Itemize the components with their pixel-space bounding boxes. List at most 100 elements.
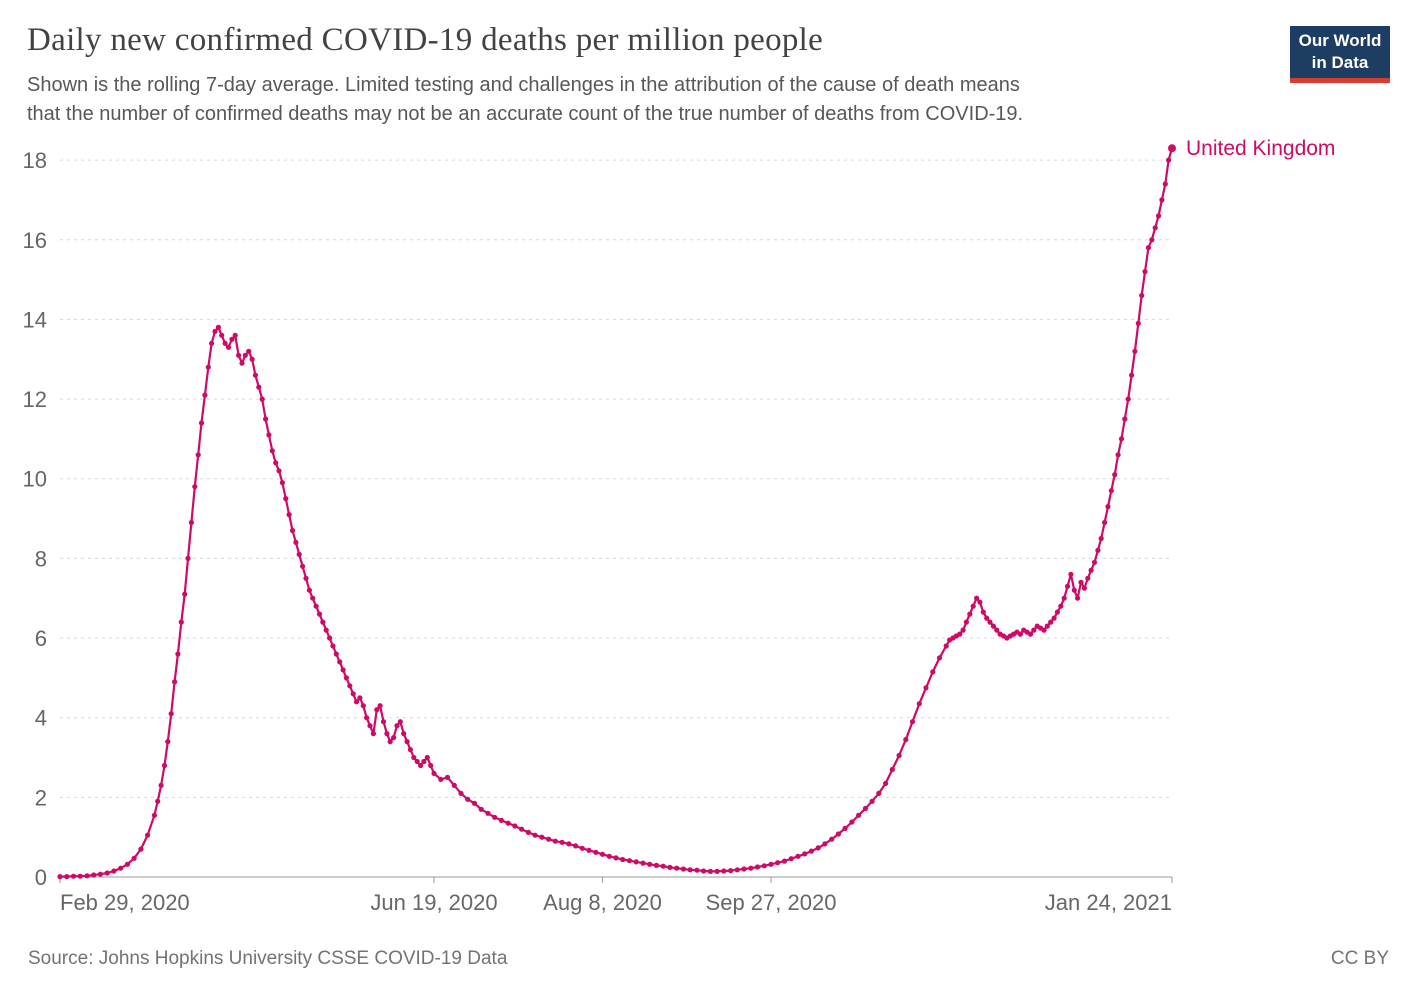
data-point[interactable] <box>573 843 579 849</box>
series-line-united-kingdom[interactable] <box>60 147 1174 878</box>
data-point[interactable] <box>327 635 333 641</box>
data-point[interactable] <box>353 699 360 705</box>
data-point[interactable] <box>960 627 966 633</box>
data-point[interactable] <box>1159 197 1165 203</box>
data-point[interactable] <box>485 810 491 816</box>
data-point[interactable] <box>687 867 693 873</box>
data-point[interactable] <box>606 853 612 859</box>
data-point[interactable] <box>1061 595 1067 601</box>
data-point[interactable] <box>303 575 309 581</box>
data-point[interactable] <box>357 695 363 701</box>
data-point[interactable] <box>205 364 211 370</box>
data-point[interactable] <box>424 754 430 761</box>
data-point[interactable] <box>781 858 788 864</box>
data-point[interactable] <box>896 752 902 759</box>
data-point[interactable] <box>1135 320 1141 326</box>
data-point[interactable] <box>168 711 174 717</box>
data-point[interactable] <box>977 599 983 605</box>
data-point[interactable] <box>1095 547 1101 553</box>
data-point[interactable] <box>97 871 103 877</box>
data-point[interactable] <box>802 851 808 857</box>
data-point[interactable] <box>316 611 323 617</box>
data-point[interactable] <box>674 865 680 871</box>
data-point[interactable] <box>337 659 343 665</box>
data-point[interactable] <box>198 420 205 426</box>
data-point[interactable] <box>862 805 869 812</box>
data-point[interactable] <box>963 619 970 625</box>
data-point[interactable] <box>252 372 258 378</box>
data-point[interactable] <box>1149 237 1155 243</box>
data-point[interactable] <box>367 723 373 729</box>
data-point[interactable] <box>1017 631 1024 637</box>
data-point[interactable] <box>1168 144 1176 153</box>
data-point[interactable] <box>620 856 626 863</box>
data-point[interactable] <box>380 719 387 725</box>
data-point[interactable] <box>1085 575 1091 581</box>
data-point[interactable] <box>172 679 178 685</box>
data-point[interactable] <box>512 823 518 829</box>
data-point[interactable] <box>465 796 471 802</box>
data-point[interactable] <box>397 719 403 725</box>
data-point[interactable] <box>350 691 356 697</box>
data-point[interactable] <box>394 723 400 729</box>
data-point[interactable] <box>222 340 228 346</box>
data-point[interactable] <box>1071 587 1077 593</box>
data-point[interactable] <box>990 623 997 629</box>
data-point[interactable] <box>414 758 420 765</box>
data-point[interactable] <box>849 819 855 825</box>
data-point[interactable] <box>640 860 646 866</box>
data-point[interactable] <box>478 806 484 812</box>
data-point[interactable] <box>795 853 801 859</box>
data-point[interactable] <box>347 683 353 689</box>
data-point[interactable] <box>269 448 275 454</box>
data-point[interactable] <box>680 866 687 872</box>
data-point[interactable] <box>232 332 238 338</box>
data-point[interactable] <box>1068 571 1074 577</box>
data-point[interactable] <box>1058 603 1064 609</box>
data-point[interactable] <box>279 480 285 486</box>
data-point[interactable] <box>1108 488 1114 494</box>
data-point[interactable] <box>242 352 248 358</box>
data-point[interactable] <box>387 739 393 745</box>
data-point[interactable] <box>1142 269 1148 275</box>
data-point[interactable] <box>1129 372 1135 378</box>
data-point[interactable] <box>165 739 171 745</box>
data-point[interactable] <box>340 667 346 673</box>
data-point[interactable] <box>236 352 242 358</box>
data-point[interactable] <box>1078 579 1084 585</box>
data-point[interactable] <box>835 831 842 837</box>
data-point[interactable] <box>229 336 235 342</box>
data-point[interactable] <box>91 872 97 878</box>
data-point[interactable] <box>161 762 168 769</box>
data-point[interactable] <box>761 863 767 869</box>
data-point[interactable] <box>306 587 312 593</box>
data-point[interactable] <box>505 820 511 826</box>
data-point[interactable] <box>360 703 366 709</box>
series-end-label-united-kingdom[interactable]: United Kingdom <box>1186 137 1335 160</box>
data-point[interactable] <box>1098 535 1104 542</box>
data-point[interactable] <box>633 859 639 865</box>
data-point[interactable] <box>202 392 208 398</box>
data-point[interactable] <box>431 770 437 777</box>
data-point[interactable] <box>546 836 552 842</box>
data-point[interactable] <box>377 703 383 709</box>
data-point[interactable] <box>498 817 504 824</box>
data-point[interactable] <box>438 776 444 783</box>
data-point[interactable] <box>1112 472 1118 478</box>
data-point[interactable] <box>131 855 137 861</box>
data-point[interactable] <box>239 360 245 366</box>
data-point[interactable] <box>212 328 218 334</box>
data-point[interactable] <box>310 595 316 601</box>
data-point[interactable] <box>1048 619 1054 625</box>
data-point[interactable] <box>525 829 532 836</box>
data-point[interactable] <box>370 731 376 737</box>
data-point[interactable] <box>77 873 83 879</box>
data-point[interactable] <box>145 832 151 838</box>
data-point[interactable] <box>266 432 272 438</box>
data-point[interactable] <box>1075 595 1081 601</box>
data-point[interactable] <box>418 762 424 769</box>
data-point[interactable] <box>539 834 545 840</box>
data-point[interactable] <box>909 719 916 725</box>
data-point[interactable] <box>559 839 565 845</box>
data-point[interactable] <box>374 707 380 713</box>
